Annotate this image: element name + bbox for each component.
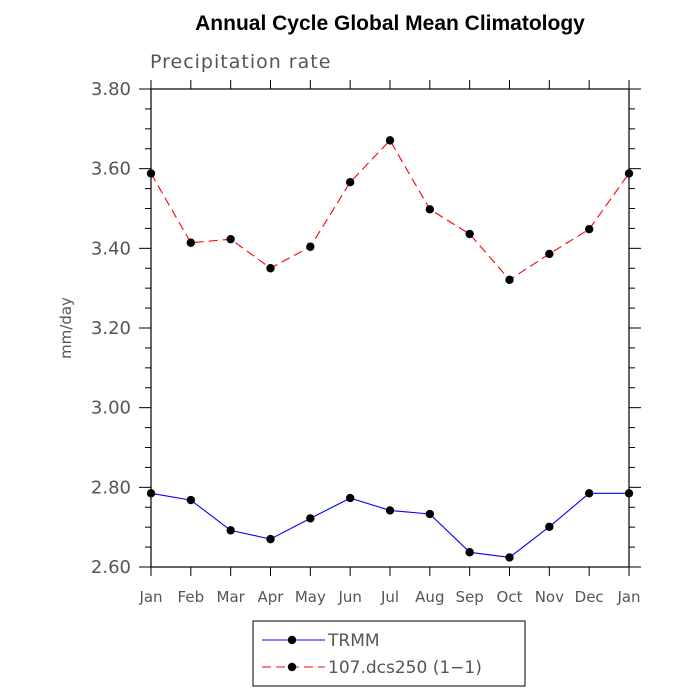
x-tick-label: May	[295, 588, 326, 606]
data-point	[306, 514, 315, 523]
series-line	[150, 139, 630, 281]
y-tick-label: 3.80	[91, 79, 131, 100]
y-tick-label: 3.00	[91, 398, 131, 419]
x-tick-label: Mar	[217, 588, 246, 606]
data-point	[385, 506, 395, 515]
legend-label: 107.dcs250 (1−1)	[328, 658, 482, 678]
data-point	[545, 249, 554, 259]
data-point	[425, 509, 435, 519]
data-point	[266, 264, 275, 273]
x-tick-label: Oct	[497, 588, 523, 606]
y-axis-label: mm/day	[57, 297, 75, 359]
data-point	[186, 238, 196, 247]
x-tick-label: Jan	[616, 588, 640, 606]
data-point	[146, 169, 156, 178]
axes: 2.60 2.80 3.00 3.20 3.40 3.60 3.80 Jan Feb Mar Apr…	[91, 79, 641, 606]
y-tick-label: 3.60	[91, 159, 131, 180]
x-tick-label: Sep	[456, 588, 484, 606]
data-point	[266, 534, 275, 544]
plot-frame	[150, 88, 630, 568]
y-tick-label: 3.20	[91, 318, 131, 339]
data-point	[146, 489, 156, 498]
x-tick-label: Feb	[178, 588, 205, 606]
series-1	[146, 489, 634, 562]
data-point	[425, 205, 435, 214]
series-layer	[146, 136, 634, 562]
x-tick-label: Jul	[380, 588, 399, 606]
x-tick-label: Nov	[535, 588, 564, 606]
series-2	[146, 136, 634, 285]
data-point	[465, 548, 474, 557]
series-line	[150, 492, 629, 558]
chart-subtitle: Precipitation rate	[150, 51, 331, 73]
legend: TRMM 107.dcs250 (1−1)	[252, 620, 526, 687]
data-point	[545, 522, 554, 531]
data-point	[624, 489, 634, 498]
x-tick-label: Jan	[138, 588, 162, 606]
x-tick-label: Dec	[575, 588, 604, 606]
legend-marker	[287, 635, 297, 645]
x-tick-label: Aug	[415, 588, 444, 606]
data-point	[345, 178, 355, 187]
data-point	[624, 169, 634, 178]
legend-label: TRMM	[327, 631, 380, 651]
legend-marker	[287, 662, 297, 672]
chart-title: Annual Cycle Global Mean Climatology	[195, 12, 585, 35]
data-point	[505, 275, 514, 285]
x-tick-label: Jun	[337, 588, 361, 606]
legend-box	[252, 620, 526, 687]
data-point	[584, 489, 594, 498]
data-point	[505, 553, 514, 562]
data-point	[345, 493, 355, 503]
data-point	[226, 234, 235, 244]
data-point	[306, 242, 315, 251]
y-tick-label: 3.40	[91, 238, 131, 259]
data-point	[226, 526, 235, 535]
data-point	[465, 229, 474, 239]
data-point	[584, 225, 594, 234]
y-tick-label: 2.80	[91, 477, 131, 498]
data-point	[385, 136, 395, 145]
x-tick-label: Apr	[258, 588, 285, 606]
data-point	[186, 495, 196, 505]
y-tick-label: 2.60	[91, 557, 131, 578]
